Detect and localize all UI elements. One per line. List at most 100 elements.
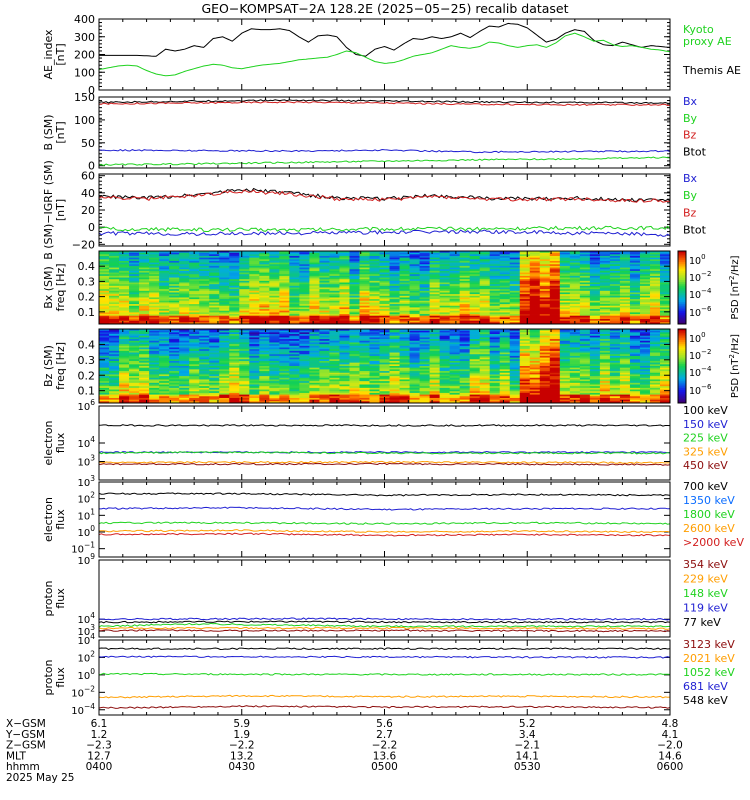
axis-row-value: −2.2 <box>229 740 255 752</box>
axis-row-value: 1.9 <box>233 729 250 741</box>
series-line <box>98 672 671 676</box>
orbit-axis-table: X−GSM 6.1 5.9 5.6 5.2 4.8 Y−GSM 1.2 1.9 2.7 3.4 4.1… <box>5 718 683 784</box>
panel-9: proton flux 104 102 100 10−2 10−4 3123 keV2021 … <box>42 632 735 717</box>
axis-row-label: Z−GSM <box>6 740 46 752</box>
axis-row-value: 3.4 <box>519 729 536 741</box>
series-line <box>99 506 670 511</box>
axis-row-value: −2.1 <box>515 740 541 752</box>
series-line <box>98 492 671 497</box>
y-tick-label: 10−1 <box>71 541 95 556</box>
legend-entry: 325 keV <box>683 445 728 458</box>
legend-entry: Bx <box>683 95 698 108</box>
figure-title: GEO−KOMPSAT−2A 128.2E (2025−05−25) recal… <box>201 1 568 16</box>
y-tick-label: 60 <box>81 170 95 183</box>
series-line <box>98 189 671 203</box>
legend-entry: 3123 keV <box>683 638 735 651</box>
axis-row-value: 0430 <box>228 761 255 773</box>
y-tick-label: 300 <box>74 31 95 44</box>
axis-row-value: −2.3 <box>86 740 112 752</box>
legend-entry: 2600 keV <box>683 522 735 535</box>
legend-entry: 681 keV <box>683 680 728 693</box>
y-tick-label: 101 <box>77 507 95 522</box>
y-tick-label: −20 <box>72 238 95 251</box>
axis-row-value: 4.1 <box>662 729 679 741</box>
y-tick-label: 10−2 <box>71 684 95 699</box>
y-tick-label: 50 <box>81 137 95 150</box>
series-line <box>99 101 671 107</box>
axis-row-value: 13.2 <box>230 750 253 762</box>
y-tick-label: 10−4 <box>71 702 95 717</box>
axis-row-value: 0600 <box>657 761 684 773</box>
colorbar-tick-label: 10−2 <box>689 348 711 362</box>
y-axis-label: electron <box>42 497 55 542</box>
series-line <box>98 225 671 232</box>
y-tick-label: 0.4 <box>78 338 96 351</box>
series-line <box>98 32 671 77</box>
series-line <box>98 647 671 651</box>
panel-5: Bz (SM) freq [Hz] 0.40.30.20.110010−210−41… <box>42 328 741 404</box>
y-tick-label: 0.1 <box>78 385 96 398</box>
colorbar-tick-label: 10−2 <box>689 270 711 284</box>
colorbar-tick-label: 10−4 <box>689 365 712 379</box>
panel-3: B (SM)−IGRF (SM) [nT] 60 40 20 0 −20 Bx By Bz Btot <box>42 160 707 260</box>
series-line <box>98 424 671 427</box>
series-line <box>98 617 671 621</box>
y-axis-label: flux <box>54 667 67 688</box>
colorbar-label: PSD [nT2/Hz] <box>728 255 741 319</box>
y-tick-label: 400 <box>74 13 95 26</box>
legend-entry: 548 keV <box>683 694 728 707</box>
series-line <box>98 620 671 624</box>
legend-entry: By <box>683 112 698 125</box>
series-line <box>98 655 671 659</box>
panel-frame <box>98 173 671 247</box>
y-tick-label: 103 <box>77 623 95 638</box>
y-tick-label: 20 <box>81 204 95 217</box>
y-axis-label: freq [Hz] <box>54 342 67 390</box>
colorbar-tick-label: 100 <box>689 331 706 345</box>
legend-entry: Kyoto <box>683 23 714 36</box>
y-axis-label: [nT] <box>54 121 67 143</box>
y-tick-label: 0 <box>88 160 95 173</box>
y-axis-label: flux <box>54 432 67 453</box>
y-axis-label: proton <box>42 580 55 616</box>
axis-row-label: MLT <box>6 750 26 762</box>
series-line <box>98 451 671 455</box>
panel-frame <box>98 96 671 169</box>
y-tick-label: 104 <box>77 632 95 647</box>
legend-entry: 148 keV <box>683 587 728 600</box>
y-tick-label: 100 <box>74 66 95 79</box>
y-axis-label: Bz (SM) <box>42 345 55 387</box>
y-axis-label: proton <box>42 659 55 695</box>
colorbar-label: PSD [nT2/Hz] <box>728 334 741 398</box>
panel-2: B (SM) [nT] 150 100 50 0 Bx By Bz Btot <box>42 91 707 173</box>
y-tick-label: 0.3 <box>78 354 96 367</box>
y-tick-label: 103 <box>77 454 95 469</box>
axis-row-value: 1.2 <box>91 729 108 741</box>
y-tick-label: 0.2 <box>78 369 96 382</box>
legend-entry: Btot <box>683 223 707 236</box>
legend-entry: 100 keV <box>683 404 728 417</box>
axis-row-value: 0400 <box>86 761 113 773</box>
series-line <box>98 460 671 464</box>
legend-entry: Bx <box>683 172 698 185</box>
legend-entry: 1800 keV <box>683 508 735 521</box>
series-line <box>98 187 671 202</box>
y-tick-label: 0 <box>88 84 95 97</box>
panel-frame <box>98 639 671 716</box>
legend-entry: 2021 keV <box>683 652 735 665</box>
colorbar: 100 10−2 10−4 10−6 PSD [nT2/Hz] <box>677 328 741 404</box>
spectrogram-cells <box>99 251 671 325</box>
legend-entry: 1350 keV <box>683 494 735 507</box>
legend-entry: 1052 keV <box>683 666 735 679</box>
y-axis-label: Bx (SM) <box>42 266 55 309</box>
legend-entry: 150 keV <box>683 418 728 431</box>
y-tick-label: 100 <box>77 667 95 682</box>
y-tick-label: 40 <box>81 187 95 200</box>
y-axis-label: B (SM) <box>42 114 55 150</box>
